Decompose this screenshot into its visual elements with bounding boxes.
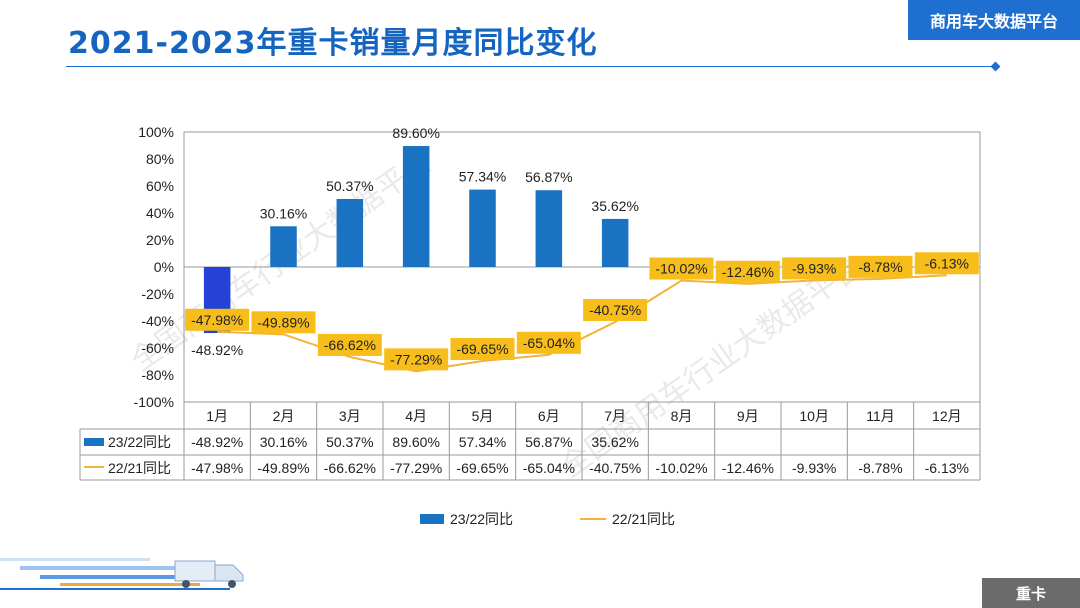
line-label-box — [450, 338, 515, 361]
table-key-bar — [84, 438, 104, 446]
table-cell: 56.87% — [525, 434, 572, 450]
title-divider — [66, 66, 996, 67]
brand-badge: 商用车大数据平台 — [908, 0, 1080, 40]
x-tick-label: 6月 — [538, 408, 560, 424]
table-cell: 89.60% — [392, 434, 439, 450]
x-tick-label: 9月 — [737, 408, 759, 424]
table-cell: 30.16% — [260, 434, 307, 450]
y-tick-label: 100% — [138, 124, 174, 140]
line-data-label: -49.89% — [257, 314, 309, 330]
table-cell: 57.34% — [459, 434, 506, 450]
bar-3月 — [336, 199, 364, 267]
trucks-decoration — [0, 558, 244, 590]
table-cell: -12.46% — [722, 460, 774, 476]
table-cell: -8.78% — [858, 460, 902, 476]
line-label-box — [516, 331, 581, 354]
line-data-label: -66.62% — [324, 337, 376, 353]
line-label-box — [185, 308, 250, 331]
y-tick-label: 0% — [154, 259, 174, 275]
legend-label: 23/22同比 — [450, 511, 513, 527]
x-tick-label: 1月 — [206, 408, 228, 424]
bar-data-label: 57.34% — [459, 169, 506, 185]
line-data-label: -12.46% — [722, 264, 774, 280]
bar-4月 — [402, 146, 430, 267]
line-data-label: -47.98% — [191, 312, 243, 328]
truck-icon — [174, 560, 244, 588]
y-tick-label: -60% — [141, 340, 174, 356]
line-label-box — [583, 299, 648, 322]
line-data-label: -8.78% — [858, 259, 902, 275]
table-cell: 50.37% — [326, 434, 373, 450]
line-data-label: -10.02% — [655, 261, 707, 277]
page-title: 2021-2023年重卡销量月度同比变化 — [68, 26, 598, 61]
table-cell: -77.29% — [390, 460, 442, 476]
bar-2月 — [270, 226, 297, 267]
x-tick-label: 4月 — [405, 408, 427, 424]
table-cell: -65.04% — [523, 460, 575, 476]
line-label-box — [848, 255, 913, 278]
y-tick-label: 20% — [146, 232, 174, 248]
line-data-label: -9.93% — [792, 260, 836, 276]
y-tick-label: 60% — [146, 178, 174, 194]
line-label-box — [914, 252, 979, 275]
category-tag: 重卡 — [982, 578, 1080, 608]
y-tick-label: 40% — [146, 205, 174, 221]
bar-6月 — [535, 190, 563, 267]
bar-data-label: 56.87% — [525, 169, 572, 185]
x-tick-label: 10月 — [799, 408, 829, 424]
line-label-box — [649, 257, 714, 280]
line-label-box — [715, 260, 780, 283]
table-cell: -10.02% — [655, 460, 707, 476]
x-tick-label: 3月 — [339, 408, 361, 424]
line-data-label: -77.29% — [390, 351, 442, 367]
x-tick-label: 12月 — [932, 408, 962, 424]
table-cell: -40.75% — [589, 460, 641, 476]
table-cell: -9.93% — [792, 460, 836, 476]
table-row-label: 22/21同比 — [108, 460, 171, 476]
x-tick-label: 5月 — [472, 408, 494, 424]
line-label-box — [384, 348, 449, 371]
table-row-label: 23/22同比 — [108, 434, 171, 450]
bar-data-label: 35.62% — [591, 198, 638, 214]
line-data-label: -65.04% — [523, 335, 575, 351]
y-tick-label: -40% — [141, 313, 174, 329]
bar-data-label: 50.37% — [326, 178, 373, 194]
line-data-label: -6.13% — [925, 255, 969, 271]
table-cell: -66.62% — [324, 460, 376, 476]
legend-label: 22/21同比 — [612, 511, 675, 527]
bar-data-label: 89.60% — [392, 125, 439, 141]
y-tick-label: 80% — [146, 151, 174, 167]
line-label-box — [317, 333, 382, 356]
bar-data-label: -48.92% — [191, 342, 243, 358]
table-cell: -48.92% — [191, 434, 243, 450]
line-data-label: -69.65% — [456, 341, 508, 357]
x-tick-label: 8月 — [671, 408, 693, 424]
line-label-box — [782, 257, 847, 280]
legend-swatch-bar — [420, 514, 444, 524]
y-tick-label: -80% — [141, 367, 174, 383]
line-label-box — [251, 311, 316, 334]
bar-7月 — [601, 218, 629, 267]
x-tick-label: 2月 — [273, 408, 295, 424]
table-cell: -6.13% — [925, 460, 969, 476]
table-cell: -49.89% — [257, 460, 309, 476]
y-tick-label: -20% — [141, 286, 174, 302]
y-tick-label: -100% — [134, 394, 174, 410]
x-tick-label: 11月 — [866, 408, 895, 424]
table-cell: -47.98% — [191, 460, 243, 476]
table-cell: 35.62% — [591, 434, 638, 450]
line-data-label: -40.75% — [589, 302, 641, 318]
table-cell: -69.65% — [456, 460, 508, 476]
bar-data-label: 30.16% — [260, 205, 307, 221]
x-tick-label: 7月 — [604, 408, 626, 424]
bar-5月 — [469, 189, 496, 267]
